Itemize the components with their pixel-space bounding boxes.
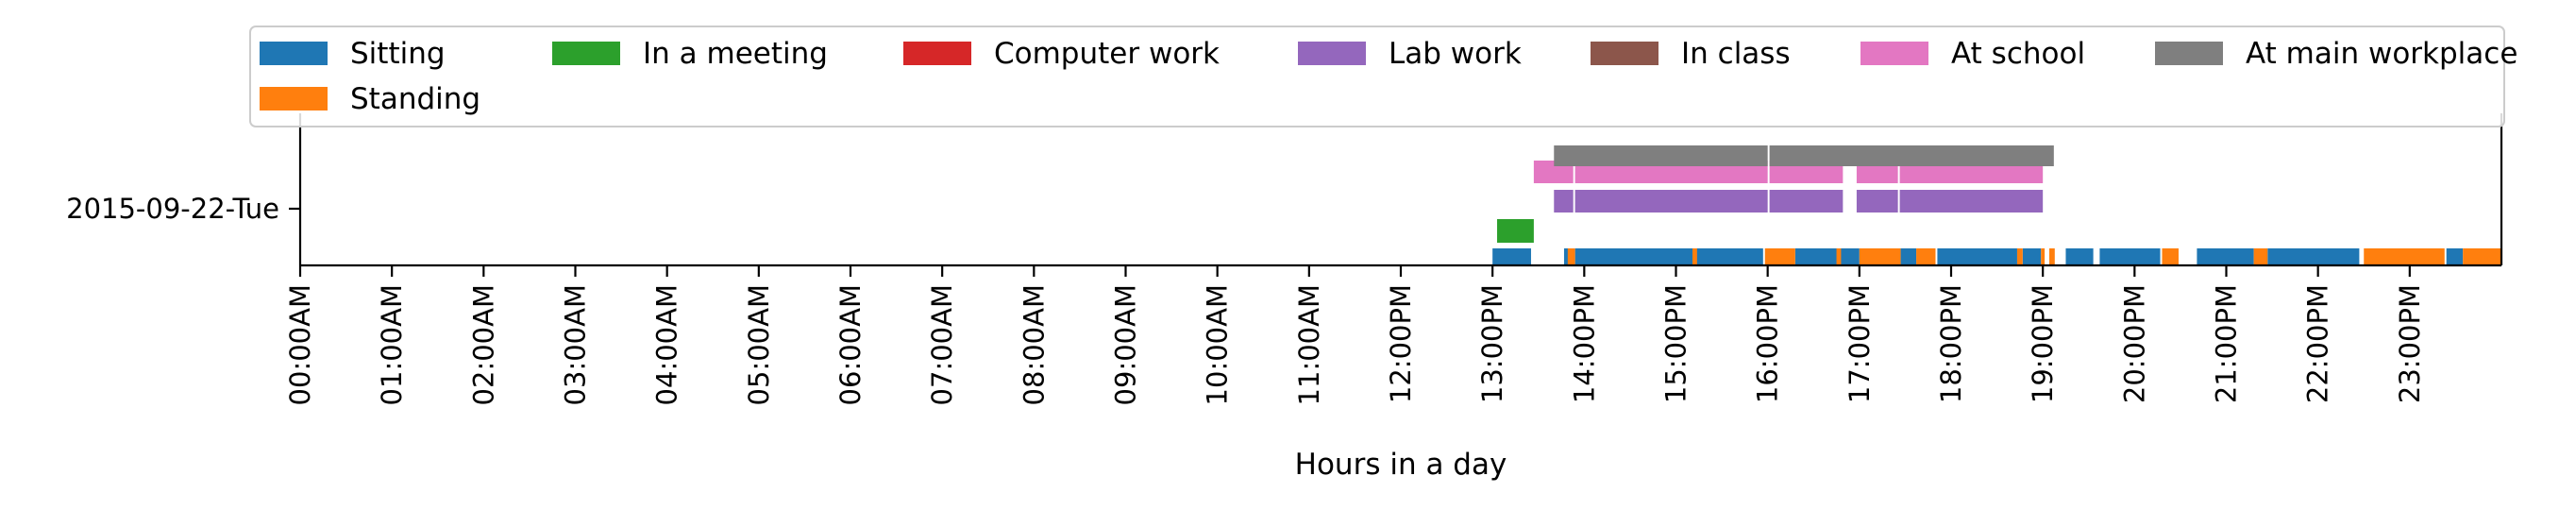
- sitting-bar: [1794, 248, 1860, 265]
- sitting-bar: [2022, 248, 2042, 265]
- legend-label-at-main-workplace: At main workplace: [2246, 37, 2517, 71]
- sitting-bar: [1563, 248, 1571, 265]
- x-tick-label: 19:00PM: [2027, 284, 2059, 403]
- x-tick-label: 10:00AM: [1202, 284, 1234, 405]
- legend-swatch-computer-work: [903, 42, 971, 65]
- in-a-meeting-bar: [1497, 219, 1534, 243]
- x-tick-label: 08:00AM: [1018, 284, 1050, 405]
- legend-swatch-standing: [260, 87, 328, 110]
- x-tick-label: 15:00PM: [1660, 284, 1692, 403]
- sitting-bar: [1937, 248, 2017, 265]
- sitting-bar: [2267, 248, 2360, 265]
- legend-label-lab-work: Lab work: [1389, 37, 1522, 71]
- standing-bar: [1859, 248, 1901, 265]
- sitting-bar: [1574, 248, 1763, 265]
- x-tick-label: 17:00PM: [1844, 284, 1876, 403]
- standing-bar: [1836, 248, 1842, 265]
- standing-bar: [2253, 248, 2268, 265]
- legend-label-in-a-meeting: In a meeting: [643, 37, 828, 71]
- x-tick-label: 11:00AM: [1293, 284, 1325, 405]
- sitting-bar: [1492, 248, 1531, 265]
- legend-box: [249, 26, 2505, 128]
- standing-bar: [1567, 248, 1575, 265]
- standing-bar: [2016, 248, 2023, 265]
- standing-bar: [1692, 248, 1697, 265]
- x-tick-label: 02:00AM: [467, 284, 499, 405]
- chart-axes: 2015-09-22-Tue 00:00AM 01:00AM 02:00AM 03:00…: [66, 113, 2503, 482]
- lab-work-bar: [1769, 190, 1844, 212]
- sitting-bar: [2446, 248, 2464, 265]
- x-tick-label: 18:00PM: [1935, 284, 1967, 403]
- at-main-workplace-bar: [1554, 145, 1768, 166]
- standing-bar: [1916, 248, 1936, 265]
- standing-bar: [1764, 248, 1795, 265]
- legend-label-standing: Standing: [350, 82, 480, 116]
- x-tick-label: 12:00PM: [1385, 284, 1417, 403]
- x-tick-label: 06:00AM: [834, 284, 867, 405]
- legend-swatch-at-main-workplace: [2155, 42, 2223, 65]
- legend-swatch-in-a-meeting: [552, 42, 620, 65]
- chart-legend: Sitting In a meeting Computer work Lab work…: [249, 26, 2517, 128]
- standing-bar: [2364, 248, 2445, 265]
- chart-bars: [1492, 145, 2501, 265]
- legend-label-sitting: Sitting: [350, 37, 446, 71]
- legend-label-computer-work: Computer work: [994, 37, 1220, 71]
- standing-bar: [2162, 248, 2179, 265]
- x-tick-label: 21:00PM: [2211, 284, 2243, 403]
- legend-label-in-class: In class: [1681, 37, 1791, 71]
- x-axis-label: Hours in a day: [1295, 448, 1507, 482]
- sitting-bar: [2065, 248, 2094, 265]
- standing-bar: [2041, 248, 2046, 265]
- lab-work-bar: [1574, 190, 1768, 212]
- lab-work-bar: [1899, 190, 2044, 212]
- standing-bar: [2048, 248, 2055, 265]
- sitting-bar: [2197, 248, 2254, 265]
- legend-swatch-in-class: [1591, 42, 1658, 65]
- standing-bar: [2463, 248, 2501, 265]
- x-tick-label: 07:00AM: [926, 284, 958, 405]
- x-tick-label: 03:00AM: [560, 284, 592, 405]
- x-tick-label: 04:00AM: [651, 284, 683, 405]
- sitting-bar: [2099, 248, 2161, 265]
- x-tick-label: 00:00AM: [284, 284, 316, 405]
- x-tick-label: 22:00PM: [2302, 284, 2334, 403]
- legend-swatch-sitting: [260, 42, 328, 65]
- x-tick-label: 09:00AM: [1110, 284, 1142, 405]
- x-tick-label: 13:00PM: [1476, 284, 1508, 403]
- y-tick-label: 2015-09-22-Tue: [66, 193, 279, 225]
- legend-swatch-at-school: [1860, 42, 1928, 65]
- x-tick-label: 20:00PM: [2118, 284, 2150, 403]
- at-main-workplace-bar: [1769, 145, 2054, 166]
- legend-label-at-school: At school: [1951, 37, 2085, 71]
- x-tick-label: 05:00AM: [743, 284, 775, 405]
- lab-work-bar: [1856, 190, 1898, 212]
- lab-work-bar: [1554, 190, 1574, 212]
- x-tick-label: 16:00PM: [1752, 284, 1784, 403]
- x-tick-label: 23:00PM: [2394, 284, 2426, 403]
- x-tick-label: 01:00AM: [376, 284, 408, 405]
- legend-swatch-lab-work: [1298, 42, 1366, 65]
- sitting-bar: [1900, 248, 1917, 265]
- x-tick-label: 14:00PM: [1568, 284, 1600, 403]
